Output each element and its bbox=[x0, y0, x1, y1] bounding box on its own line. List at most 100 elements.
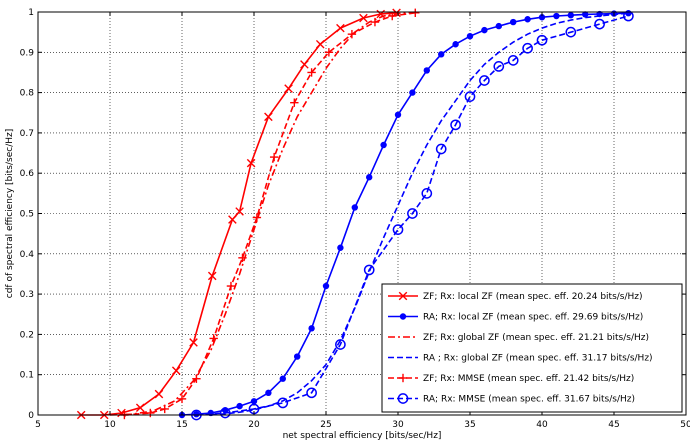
data-point bbox=[536, 34, 548, 46]
y-tick-label: 0.7 bbox=[20, 129, 34, 139]
y-tick-label: 0.2 bbox=[20, 330, 34, 340]
data-point bbox=[146, 408, 155, 418]
data-point bbox=[507, 55, 519, 66]
data-point bbox=[450, 119, 461, 131]
data-point bbox=[322, 282, 330, 290]
data-point bbox=[423, 67, 430, 74]
axis-ticks: 5 10 15 20 25 30 35 40 45 50 0 0.1 0.2 0.3 0.4 0.5 0.6 0.… bbox=[20, 8, 690, 430]
data-point bbox=[171, 366, 181, 375]
legend-marker-sample bbox=[399, 313, 407, 320]
data-point bbox=[228, 215, 237, 224]
legend-label: RA; Rx: MMSE (mean spec. eff. 31.67 bits… bbox=[423, 395, 635, 405]
y-tick-label: 0.9 bbox=[20, 48, 35, 58]
data-point bbox=[452, 41, 459, 48]
y-tick-label: 0.8 bbox=[20, 89, 35, 99]
data-point bbox=[388, 11, 397, 21]
data-point bbox=[219, 407, 231, 419]
legend-entry: ZF; Rx: global ZF (mean spec. eff. 21.21… bbox=[388, 333, 649, 343]
series-3 bbox=[109, 11, 413, 416]
data-point-stroke bbox=[336, 23, 345, 33]
data-point bbox=[438, 51, 445, 58]
data-point-stroke bbox=[135, 403, 145, 413]
data-point bbox=[226, 281, 236, 291]
data-point bbox=[252, 213, 262, 222]
data-point-stroke bbox=[154, 389, 164, 399]
legend-marker-sample bbox=[398, 291, 408, 301]
data-point-stroke bbox=[376, 9, 386, 19]
data-point-stroke bbox=[189, 338, 198, 347]
data-point bbox=[495, 22, 502, 30]
x-tick-label: 5 bbox=[35, 420, 41, 430]
data-point bbox=[366, 174, 373, 181]
data-point bbox=[193, 410, 200, 418]
data-point bbox=[265, 389, 272, 397]
data-point bbox=[435, 143, 447, 155]
legend-label: ZF; Rx: global ZF (mean spec. eff. 21.21… bbox=[423, 333, 649, 343]
series-line bbox=[124, 12, 416, 416]
y-tick-label: 0.1 bbox=[20, 371, 34, 381]
data-point bbox=[154, 389, 164, 399]
series-1 bbox=[76, 8, 401, 420]
data-point bbox=[479, 75, 490, 86]
data-point-stroke bbox=[228, 215, 237, 224]
data-point bbox=[135, 403, 145, 413]
legend-label: ZF; Rx: MMSE (mean spec. eff. 21.42 bits… bbox=[423, 374, 634, 384]
data-point bbox=[300, 60, 309, 69]
legend-entry: RA; Rx: local ZF (mean spec. eff. 29.69 … bbox=[388, 313, 643, 323]
data-point bbox=[409, 89, 416, 96]
legend: ZF; Rx: local ZF (mean spec. eff. 20.24 … bbox=[381, 283, 683, 413]
series-2 bbox=[178, 10, 632, 419]
data-point bbox=[264, 112, 273, 122]
legend-entry: ZF; Rx: MMSE (mean spec. eff. 21.42 bits… bbox=[388, 373, 634, 384]
x-tick-label: 35 bbox=[464, 420, 475, 430]
legend-label: RA; Rx: local ZF (mean spec. eff. 29.69 … bbox=[423, 313, 643, 323]
x-tick-label: 25 bbox=[320, 420, 331, 430]
data-point bbox=[315, 39, 325, 49]
y-tick-label: 0.5 bbox=[20, 210, 34, 220]
data-point bbox=[160, 404, 169, 414]
data-point bbox=[277, 397, 289, 409]
y-axis-label: cdf of spectral efficiency [bits/sec/Hz] bbox=[5, 129, 15, 298]
data-point-stroke bbox=[300, 60, 309, 69]
x-axis-label: net spectral efficiency [bits/sec/Hz] bbox=[283, 431, 442, 441]
data-point bbox=[337, 244, 344, 251]
data-point bbox=[407, 208, 418, 219]
data-point bbox=[623, 10, 634, 22]
data-point bbox=[567, 12, 574, 19]
data-point bbox=[466, 32, 474, 40]
data-point-stroke bbox=[171, 366, 181, 375]
grid-lines bbox=[38, 12, 686, 415]
data-point bbox=[192, 374, 201, 383]
legend-box bbox=[381, 283, 683, 413]
data-point bbox=[324, 48, 334, 57]
data-point bbox=[582, 11, 589, 18]
series-line bbox=[196, 15, 629, 416]
legend-marker-sample bbox=[398, 373, 408, 383]
data-point bbox=[392, 224, 404, 235]
data-point-stroke bbox=[264, 112, 273, 122]
data-point bbox=[307, 68, 316, 77]
x-tick-label: 30 bbox=[392, 420, 404, 430]
x-tick-label: 50 bbox=[680, 420, 690, 430]
x-tick-label: 10 bbox=[104, 420, 116, 430]
data-point bbox=[351, 204, 358, 211]
data-point bbox=[284, 84, 293, 93]
data-point bbox=[553, 12, 560, 20]
data-point bbox=[279, 375, 286, 382]
legend-entry: RA; Rx: MMSE (mean spec. eff. 31.67 bits… bbox=[388, 393, 635, 405]
data-point bbox=[370, 17, 380, 27]
data-point bbox=[380, 141, 387, 149]
data-point bbox=[207, 271, 217, 281]
data-point bbox=[411, 8, 420, 18]
data-point bbox=[347, 29, 357, 39]
x-tick-label: 15 bbox=[176, 420, 187, 430]
y-tick-label: 0 bbox=[28, 411, 34, 421]
y-tick-label: 1 bbox=[28, 8, 34, 18]
y-tick-label: 0.4 bbox=[20, 250, 35, 260]
data-point-stroke bbox=[207, 271, 217, 281]
y-tick-label: 0.3 bbox=[20, 290, 34, 300]
data-point bbox=[269, 152, 279, 162]
data-point bbox=[363, 264, 375, 276]
data-point bbox=[522, 42, 533, 54]
